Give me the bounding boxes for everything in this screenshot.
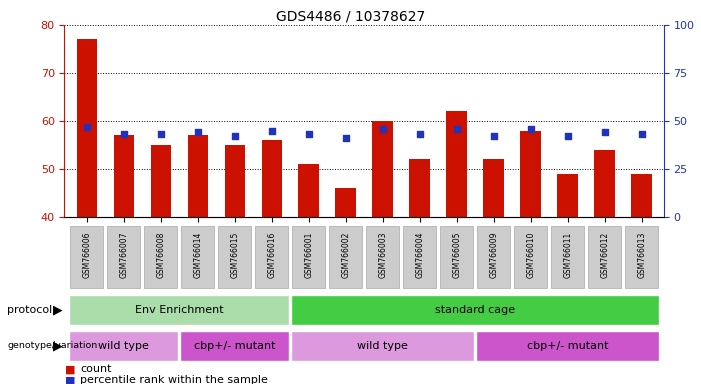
Point bbox=[488, 133, 499, 139]
Bar bbox=[255, 226, 288, 288]
Point bbox=[599, 129, 611, 136]
Text: cbp+/- mutant: cbp+/- mutant bbox=[527, 341, 608, 351]
Bar bbox=[261, 140, 282, 217]
Point bbox=[451, 126, 462, 132]
Text: GSM766009: GSM766009 bbox=[489, 231, 498, 278]
Bar bbox=[551, 226, 585, 288]
Text: GSM766016: GSM766016 bbox=[267, 231, 276, 278]
Bar bbox=[144, 226, 177, 288]
Bar bbox=[180, 331, 290, 361]
Point bbox=[303, 131, 314, 137]
Bar bbox=[476, 331, 660, 361]
Point bbox=[229, 133, 240, 139]
Bar bbox=[187, 136, 208, 217]
Bar bbox=[224, 145, 245, 217]
Bar bbox=[107, 226, 140, 288]
Bar bbox=[76, 40, 97, 217]
Text: count: count bbox=[80, 364, 111, 374]
Point bbox=[636, 131, 647, 137]
Text: genotype/variation: genotype/variation bbox=[7, 341, 97, 351]
Bar bbox=[372, 121, 393, 217]
Bar bbox=[291, 295, 660, 326]
Text: GSM766006: GSM766006 bbox=[82, 231, 91, 278]
Bar bbox=[625, 226, 658, 288]
Text: protocol: protocol bbox=[7, 305, 53, 315]
Bar bbox=[336, 188, 356, 217]
Text: GSM766004: GSM766004 bbox=[415, 231, 424, 278]
Bar bbox=[69, 295, 290, 326]
Bar bbox=[477, 226, 510, 288]
Bar bbox=[70, 226, 103, 288]
Text: Env Enrichment: Env Enrichment bbox=[135, 305, 224, 315]
Text: GDS4486 / 10378627: GDS4486 / 10378627 bbox=[276, 10, 425, 23]
Text: ■: ■ bbox=[64, 375, 75, 384]
Bar bbox=[151, 145, 171, 217]
Text: GSM766008: GSM766008 bbox=[156, 231, 165, 278]
Bar bbox=[114, 136, 134, 217]
Text: GSM766005: GSM766005 bbox=[452, 231, 461, 278]
Bar bbox=[632, 174, 652, 217]
Bar bbox=[291, 331, 475, 361]
Point bbox=[155, 131, 166, 137]
Text: GSM766015: GSM766015 bbox=[230, 231, 239, 278]
Point bbox=[81, 124, 93, 130]
Point bbox=[525, 126, 536, 132]
Point bbox=[377, 126, 388, 132]
Point bbox=[562, 133, 573, 139]
Bar bbox=[292, 226, 325, 288]
Text: cbp+/- mutant: cbp+/- mutant bbox=[194, 341, 275, 351]
Text: GSM766011: GSM766011 bbox=[563, 231, 572, 278]
Point bbox=[414, 131, 426, 137]
Bar bbox=[403, 226, 436, 288]
Bar bbox=[520, 131, 541, 217]
Point bbox=[192, 129, 203, 136]
Text: GSM766003: GSM766003 bbox=[378, 231, 387, 278]
Text: GSM766014: GSM766014 bbox=[193, 231, 202, 278]
Text: GSM766012: GSM766012 bbox=[600, 231, 609, 278]
Bar bbox=[484, 159, 504, 217]
Text: GSM766007: GSM766007 bbox=[119, 231, 128, 278]
Text: ▶: ▶ bbox=[53, 304, 62, 317]
Bar bbox=[181, 226, 215, 288]
Text: GSM766001: GSM766001 bbox=[304, 231, 313, 278]
Text: standard cage: standard cage bbox=[435, 305, 515, 315]
Bar bbox=[218, 226, 252, 288]
Bar bbox=[69, 331, 179, 361]
Bar bbox=[557, 174, 578, 217]
Bar bbox=[366, 226, 400, 288]
Bar bbox=[409, 159, 430, 217]
Text: GSM766013: GSM766013 bbox=[637, 231, 646, 278]
Point bbox=[340, 135, 351, 141]
Text: GSM766002: GSM766002 bbox=[341, 231, 350, 278]
Bar bbox=[447, 111, 467, 217]
Point bbox=[118, 131, 129, 137]
Point bbox=[266, 127, 278, 134]
Text: GSM766010: GSM766010 bbox=[526, 231, 535, 278]
Text: wild type: wild type bbox=[358, 341, 408, 351]
Text: wild type: wild type bbox=[98, 341, 149, 351]
Bar bbox=[329, 226, 362, 288]
Bar bbox=[440, 226, 473, 288]
Bar bbox=[594, 150, 615, 217]
Text: percentile rank within the sample: percentile rank within the sample bbox=[80, 375, 268, 384]
Bar bbox=[588, 226, 621, 288]
Bar bbox=[514, 226, 547, 288]
Text: ■: ■ bbox=[64, 364, 75, 374]
Text: ▶: ▶ bbox=[53, 339, 62, 353]
Bar bbox=[299, 164, 319, 217]
